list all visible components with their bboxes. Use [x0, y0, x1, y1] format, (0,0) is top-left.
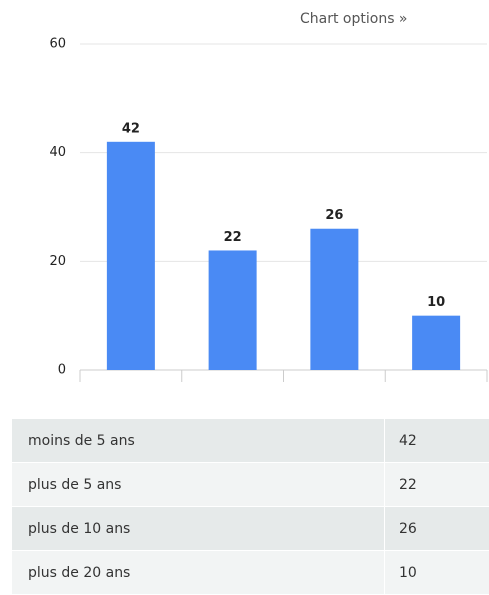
label-cell: moins de 5 ans: [12, 419, 385, 463]
y-tick-label: 60: [49, 37, 66, 52]
y-tick-label: 40: [49, 145, 66, 160]
label-cell: plus de 5 ans: [12, 463, 385, 507]
data-label: 22: [224, 230, 242, 245]
chart: Chart options » 0 20 40 60 42 22 26 10: [0, 0, 489, 410]
value-cell: 26: [385, 507, 489, 551]
bar: [310, 229, 358, 370]
y-tick-label: 0: [58, 363, 66, 378]
bar: [209, 250, 257, 370]
bar: [412, 316, 460, 370]
data-label: 42: [122, 121, 140, 136]
bar: [107, 142, 155, 370]
value-cell: 22: [385, 463, 489, 507]
data-label: 10: [427, 295, 445, 310]
chart-options-link[interactable]: Chart options »: [300, 11, 408, 27]
value-cell: 42: [385, 419, 489, 463]
label-cell: plus de 10 ans: [12, 507, 385, 551]
y-tick-label: 20: [49, 254, 66, 269]
data-label: 26: [325, 208, 343, 223]
